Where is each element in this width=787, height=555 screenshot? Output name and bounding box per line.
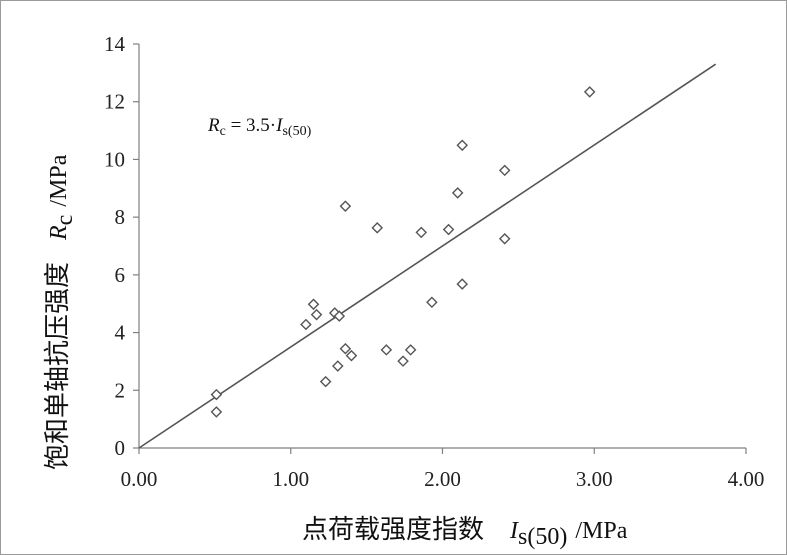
y-tick-label: 0 <box>115 436 126 460</box>
x-axis-title-sub: s(50) <box>518 524 567 550</box>
data-point <box>333 310 346 322</box>
data-point <box>415 226 428 239</box>
data-point <box>498 164 511 177</box>
x-axis-title: 点荷载强度指数 Is(50) /MPa <box>302 515 628 550</box>
data-points <box>210 86 596 418</box>
data-point <box>456 139 469 152</box>
y-tick-label: 12 <box>104 90 125 114</box>
y-tick-label: 4 <box>115 321 126 345</box>
data-point <box>339 200 352 212</box>
x-tick-label: 4.00 <box>728 467 765 491</box>
x-tick-label: 0.00 <box>121 467 158 491</box>
x-axis-title-symbol: I <box>509 518 519 544</box>
x-axis-title-cjk: 点荷载强度指数 <box>302 515 484 545</box>
y-axis-title: 饱和单轴抗压强度 Rc/MPa <box>43 154 78 470</box>
x-tick-label: 1.00 <box>272 467 309 491</box>
x-axis-title-unit: /MPa <box>575 518 627 544</box>
data-point <box>451 187 464 199</box>
data-point <box>345 349 358 362</box>
data-point <box>426 296 438 309</box>
data-point <box>456 278 469 290</box>
data-point <box>397 355 409 367</box>
y-tick-label: 6 <box>115 263 126 287</box>
data-point <box>210 388 223 401</box>
tick-labels: 0 2 4 6 8 10 12 14 0.00 1.00 2.00 3.00 4.00 <box>104 32 764 491</box>
fit-equation-r-sub: c <box>220 124 226 139</box>
y-axis-title-sub: c <box>52 215 78 226</box>
fit-equation-i-sub: s(50) <box>282 124 311 139</box>
fit-equation: Rc = 3.5·Is(50) <box>207 115 312 139</box>
fit-line <box>138 63 717 449</box>
data-point <box>332 360 344 372</box>
y-tick-label: 14 <box>104 32 126 56</box>
fit-equation-mid: = 3.5· <box>226 115 276 136</box>
y-axis-title-symbol: R <box>46 225 72 241</box>
data-point <box>371 222 384 234</box>
x-tick-label: 3.00 <box>576 467 613 491</box>
y-tick-label: 10 <box>104 147 125 171</box>
y-axis-title-cjk: 饱和单轴抗压强度 <box>43 262 73 470</box>
fit-equation-i: I <box>275 115 284 136</box>
x-tick-label: 2.00 <box>424 467 461 491</box>
data-point <box>583 86 596 98</box>
data-point <box>442 223 455 236</box>
axes <box>133 43 747 454</box>
data-point <box>380 344 393 356</box>
data-point <box>307 298 320 311</box>
data-point <box>310 308 323 321</box>
data-point <box>319 375 332 388</box>
data-point <box>404 344 417 356</box>
y-tick-label: 2 <box>115 378 126 402</box>
data-point <box>300 318 312 331</box>
data-point <box>498 232 511 245</box>
y-axis-title-unit: /MPa <box>46 154 72 206</box>
fit-equation-r: R <box>207 115 220 136</box>
y-tick-label: 8 <box>115 205 126 229</box>
data-point <box>210 406 223 418</box>
data-point <box>339 342 352 355</box>
fit-line-group <box>138 63 717 449</box>
